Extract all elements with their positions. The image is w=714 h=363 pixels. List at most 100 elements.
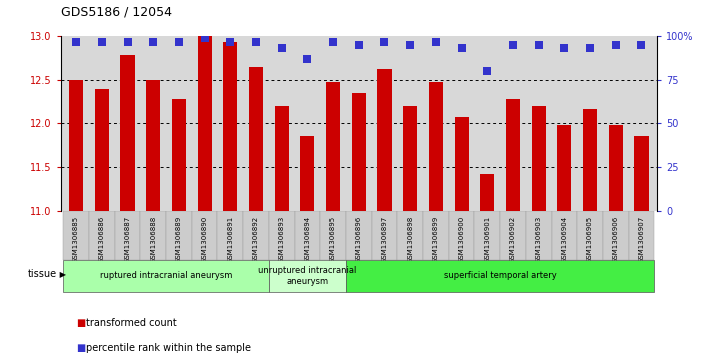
Text: transformed count: transformed count: [86, 318, 176, 328]
Bar: [500, 211, 526, 260]
Text: GSM1306889: GSM1306889: [176, 215, 182, 263]
Point: [430, 38, 441, 44]
Bar: [346, 211, 371, 260]
Text: GSM1306903: GSM1306903: [536, 215, 542, 263]
Bar: [64, 211, 89, 260]
Bar: [223, 42, 237, 211]
Text: GSM1306894: GSM1306894: [304, 215, 311, 262]
Bar: [371, 211, 397, 260]
Text: ■: ■: [76, 318, 85, 328]
Bar: [295, 211, 321, 260]
Text: GSM1306896: GSM1306896: [356, 215, 362, 263]
Text: GSM1306892: GSM1306892: [253, 215, 259, 262]
Point: [481, 68, 493, 74]
Bar: [275, 106, 288, 211]
Bar: [243, 211, 269, 260]
Bar: [526, 211, 551, 260]
Bar: [455, 117, 468, 211]
Text: superficial temporal artery: superficial temporal artery: [443, 272, 556, 280]
Point: [635, 42, 647, 48]
Bar: [532, 106, 545, 211]
Bar: [635, 136, 648, 211]
Bar: [69, 80, 83, 211]
Point: [148, 38, 159, 44]
Bar: [249, 67, 263, 211]
Text: GSM1306899: GSM1306899: [433, 215, 439, 263]
Text: ■: ■: [76, 343, 85, 354]
Point: [199, 35, 211, 41]
Point: [456, 46, 467, 52]
Text: GSM1306886: GSM1306886: [99, 215, 105, 263]
Text: GSM1306897: GSM1306897: [381, 215, 388, 263]
Text: GSM1306888: GSM1306888: [150, 215, 156, 263]
Bar: [448, 211, 474, 260]
Point: [122, 38, 134, 44]
Bar: [89, 211, 115, 260]
Point: [584, 46, 595, 52]
Bar: [269, 260, 346, 292]
Bar: [95, 89, 109, 211]
Bar: [506, 99, 520, 211]
Bar: [429, 82, 443, 211]
Bar: [603, 211, 628, 260]
Bar: [218, 211, 243, 260]
Text: unruptured intracranial
aneurysm: unruptured intracranial aneurysm: [258, 266, 356, 286]
Point: [507, 42, 518, 48]
Bar: [121, 56, 134, 211]
Bar: [378, 69, 391, 211]
Bar: [192, 211, 218, 260]
Text: GSM1306905: GSM1306905: [587, 215, 593, 262]
Text: GSM1306898: GSM1306898: [407, 215, 413, 263]
Text: tissue: tissue: [28, 269, 57, 279]
Point: [71, 38, 82, 44]
Bar: [474, 211, 500, 260]
Bar: [326, 82, 340, 211]
Text: GDS5186 / 12054: GDS5186 / 12054: [61, 5, 171, 18]
Text: GSM1306887: GSM1306887: [124, 215, 131, 263]
Point: [302, 56, 313, 62]
Point: [404, 42, 416, 48]
Text: ruptured intracranial aneurysm: ruptured intracranial aneurysm: [100, 272, 232, 280]
Bar: [321, 211, 346, 260]
Bar: [166, 211, 192, 260]
Point: [251, 38, 262, 44]
Point: [174, 38, 185, 44]
Bar: [352, 93, 366, 211]
Bar: [346, 260, 654, 292]
Bar: [146, 80, 160, 211]
Bar: [64, 260, 269, 292]
Text: GSM1306890: GSM1306890: [201, 215, 208, 263]
Point: [378, 38, 390, 44]
Bar: [115, 211, 141, 260]
Text: percentile rank within the sample: percentile rank within the sample: [86, 343, 251, 354]
Point: [328, 38, 339, 44]
Text: GSM1306895: GSM1306895: [330, 215, 336, 262]
Bar: [609, 125, 623, 211]
Text: GSM1306904: GSM1306904: [561, 215, 568, 262]
Point: [96, 38, 108, 44]
Bar: [172, 99, 186, 211]
Text: GSM1306891: GSM1306891: [227, 215, 233, 263]
Text: GSM1306900: GSM1306900: [458, 215, 465, 263]
Text: GSM1306906: GSM1306906: [613, 215, 619, 263]
Text: GSM1306902: GSM1306902: [510, 215, 516, 262]
Bar: [551, 211, 577, 260]
Bar: [301, 136, 314, 211]
Point: [533, 42, 544, 48]
Bar: [269, 211, 295, 260]
Bar: [403, 106, 417, 211]
Text: GSM1306885: GSM1306885: [73, 215, 79, 262]
Text: ▶: ▶: [57, 270, 66, 278]
Bar: [198, 36, 211, 211]
Bar: [397, 211, 423, 260]
Point: [276, 46, 288, 52]
Point: [610, 42, 621, 48]
Bar: [583, 109, 597, 211]
Bar: [481, 174, 494, 211]
Bar: [423, 211, 448, 260]
Point: [353, 42, 364, 48]
Bar: [558, 125, 571, 211]
Point: [558, 46, 570, 52]
Text: GSM1306901: GSM1306901: [484, 215, 491, 263]
Text: GSM1306907: GSM1306907: [638, 215, 645, 263]
